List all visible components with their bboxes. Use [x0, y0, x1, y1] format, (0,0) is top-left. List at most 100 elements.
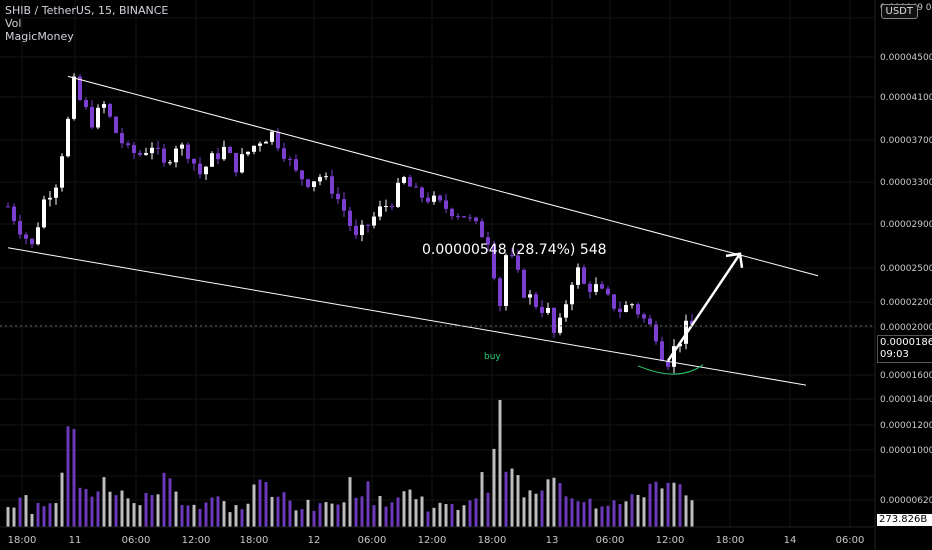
candle-body: [384, 206, 388, 208]
candle-body: [564, 304, 568, 318]
volume-bar: [276, 496, 280, 527]
candle-body: [312, 181, 316, 187]
volume-bar: [120, 490, 124, 527]
grid-lines: [0, 0, 875, 527]
candle-body: [174, 148, 178, 163]
candle-body: [360, 224, 364, 236]
volume-bar: [576, 501, 580, 527]
time-tick-label: 12:00: [182, 535, 211, 546]
magicmoney-indicator-label[interactable]: MagicMoney: [5, 30, 74, 43]
volume-bar: [546, 479, 550, 527]
candle-body: [168, 162, 172, 164]
time-axis[interactable]: 18:00 11 06:00 12:00 18:00 12 06:00 12:00 18:00 1…: [0, 526, 875, 546]
candle-body: [336, 193, 340, 200]
candle-body: [468, 217, 472, 219]
volume-bar: [516, 475, 520, 527]
volume-bar: [150, 495, 154, 527]
volume-bar: [288, 500, 292, 527]
candle-body: [78, 76, 82, 100]
volume-indicator-label[interactable]: Vol: [5, 17, 22, 30]
candle-body: [54, 187, 58, 198]
volume-bar: [138, 505, 142, 527]
volume-bar: [78, 487, 82, 527]
candle-body: [60, 156, 64, 188]
volume-bar: [198, 508, 202, 527]
time-tick-label: 18:00: [716, 535, 745, 546]
candle-body: [354, 225, 358, 236]
volume-bar: [96, 491, 100, 527]
price-tick-label: 0.00003700: [880, 136, 932, 146]
symbol-title[interactable]: SHIB / TetherUS, 15, BINANCE: [5, 4, 169, 17]
candle-body: [114, 116, 118, 133]
candle-body: [294, 159, 298, 171]
volume-bar: [534, 493, 538, 527]
volume-bar: [252, 484, 256, 527]
volume-bar: [210, 497, 214, 527]
volume-bar: [414, 499, 418, 527]
volume-bar: [612, 500, 616, 527]
candle-body: [588, 283, 592, 292]
projection-arrow: [666, 253, 742, 362]
volume-bar: [492, 448, 496, 527]
volume-bar: [126, 498, 130, 527]
bar-countdown: 09:03: [880, 349, 909, 360]
price-tick-label: 0.00001200: [880, 421, 932, 431]
price-tick-label: 0.00003300: [880, 178, 932, 188]
candle-body: [12, 206, 16, 222]
candle-body: [486, 237, 490, 245]
volume-bar: [144, 492, 148, 527]
candle-body: [156, 147, 160, 149]
candle-body: [558, 317, 562, 333]
candle-body: [24, 234, 28, 239]
volume-bar: [48, 503, 52, 527]
candle-body: [36, 227, 40, 245]
volume-bar: [72, 429, 76, 527]
candle-body: [180, 144, 184, 149]
candle-body: [642, 314, 646, 319]
volume-bar: [660, 488, 664, 527]
volume-bar: [228, 512, 232, 527]
candle-body: [462, 216, 466, 218]
time-tick-label: 06:00: [596, 535, 625, 546]
candle-body: [282, 148, 286, 159]
candle-body: [192, 158, 196, 164]
candle-body: [102, 104, 106, 108]
volume-bar: [240, 509, 244, 527]
volume-bar: [450, 503, 454, 527]
volume-bar: [408, 489, 412, 527]
candle-body: [510, 255, 514, 257]
volume-bar: [42, 506, 46, 527]
volume-bar: [672, 482, 676, 527]
time-tick-label: 06:00: [122, 535, 151, 546]
candle-body: [654, 324, 658, 342]
currency-badge[interactable]: USDT: [880, 4, 918, 19]
volume-bar: [324, 502, 328, 527]
candle-body: [618, 308, 622, 312]
volume-bar: [690, 500, 694, 527]
buy-signal-label: buy: [484, 352, 501, 362]
candle-body: [6, 206, 10, 208]
volume-bar: [552, 477, 556, 527]
candle-body: [246, 151, 250, 155]
volume-bars: [6, 400, 694, 527]
candle-body: [240, 154, 244, 173]
candle-body: [144, 153, 148, 155]
volume-bar: [246, 503, 250, 527]
volume-bar: [528, 490, 532, 527]
arrow-head-icon: [725, 252, 744, 269]
volume-bar: [168, 478, 172, 527]
volume-bar: [222, 501, 226, 527]
volume-bar: [402, 491, 406, 527]
candle-body: [540, 306, 544, 313]
candle-body: [108, 104, 112, 117]
candle-body: [630, 304, 634, 306]
candle-body: [480, 221, 484, 238]
candle-body: [234, 152, 238, 173]
price-axis[interactable]: 0.00004500 0.00004100 0.00003700 0.00003300…: [874, 0, 932, 550]
volume-bar: [6, 507, 10, 527]
candle-body: [324, 176, 328, 178]
channel-upper-line: [67, 75, 819, 277]
volume-bar: [162, 472, 166, 527]
candle-body: [648, 318, 652, 325]
